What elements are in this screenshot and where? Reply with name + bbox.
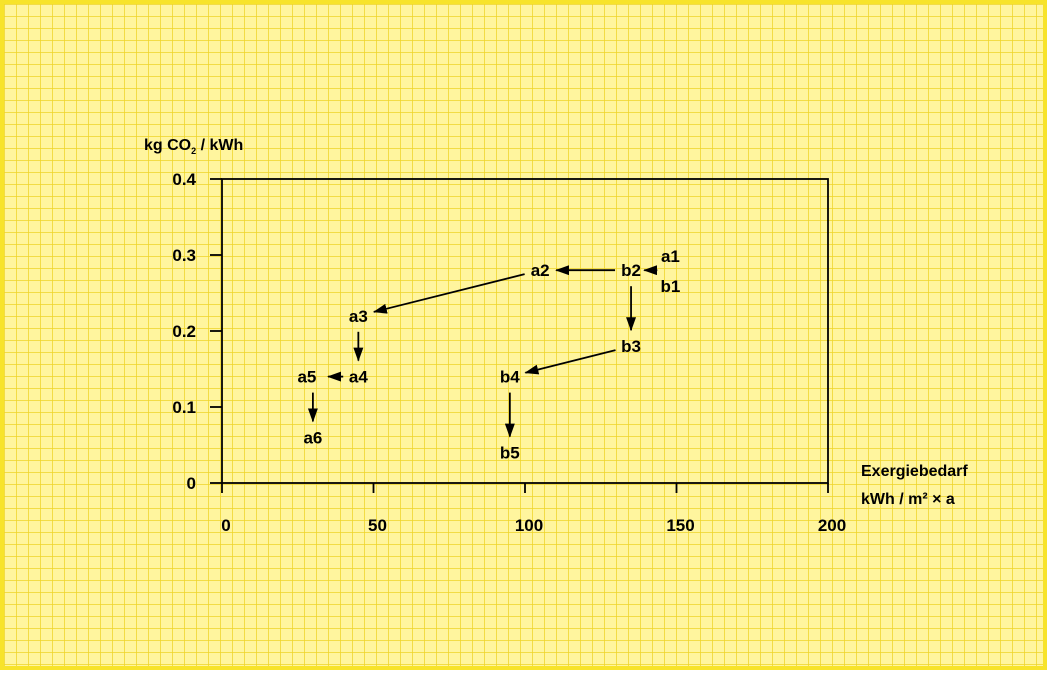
y-tick-label: 0 <box>187 474 196 493</box>
x-tick-label: 100 <box>515 516 543 535</box>
y-tick-label: 0.4 <box>172 170 196 189</box>
point-label-a4: a4 <box>349 368 368 387</box>
x-axis-label-line1: Exergiebedarf <box>861 463 968 480</box>
x-tick-label: 150 <box>666 516 694 535</box>
y-axis-label: kg CO2 / kWh <box>144 137 243 156</box>
y-axis-label-suffix: / kWh <box>196 137 243 154</box>
arrow-b3-b4 <box>524 349 616 375</box>
point-label-a2: a2 <box>531 261 550 280</box>
x-tick-label: 50 <box>368 516 387 535</box>
point-label-b4: b4 <box>500 368 520 387</box>
scatter-chart: 0 50 100 150 200 0 0.1 0.2 0.3 0.4 a1 b1 a2 b2 a3 b3 a4… <box>144 137 968 535</box>
x-tick-label: 200 <box>818 516 846 535</box>
y-tick-label: 0.3 <box>172 246 196 265</box>
y-tick-label: 0.2 <box>172 322 196 341</box>
point-label-b2: b2 <box>621 261 641 280</box>
point-label-b5: b5 <box>500 444 520 463</box>
point-label-a6: a6 <box>303 428 322 447</box>
point-label-b3: b3 <box>621 337 641 356</box>
x-tick-label: 0 <box>221 516 230 535</box>
y-axis-label-prefix: kg CO <box>144 137 191 154</box>
point-label-a3: a3 <box>349 307 368 326</box>
y-tick-label: 0.1 <box>172 398 196 417</box>
point-label-b1: b1 <box>661 277 681 296</box>
point-label-a5: a5 <box>297 368 316 387</box>
arrow-a2-a3 <box>372 273 525 314</box>
x-axis-label-line2: kWh / m² × a <box>861 491 955 508</box>
point-label-a1: a1 <box>661 247 680 266</box>
y-axis-label-subscript: 2 <box>191 146 196 156</box>
